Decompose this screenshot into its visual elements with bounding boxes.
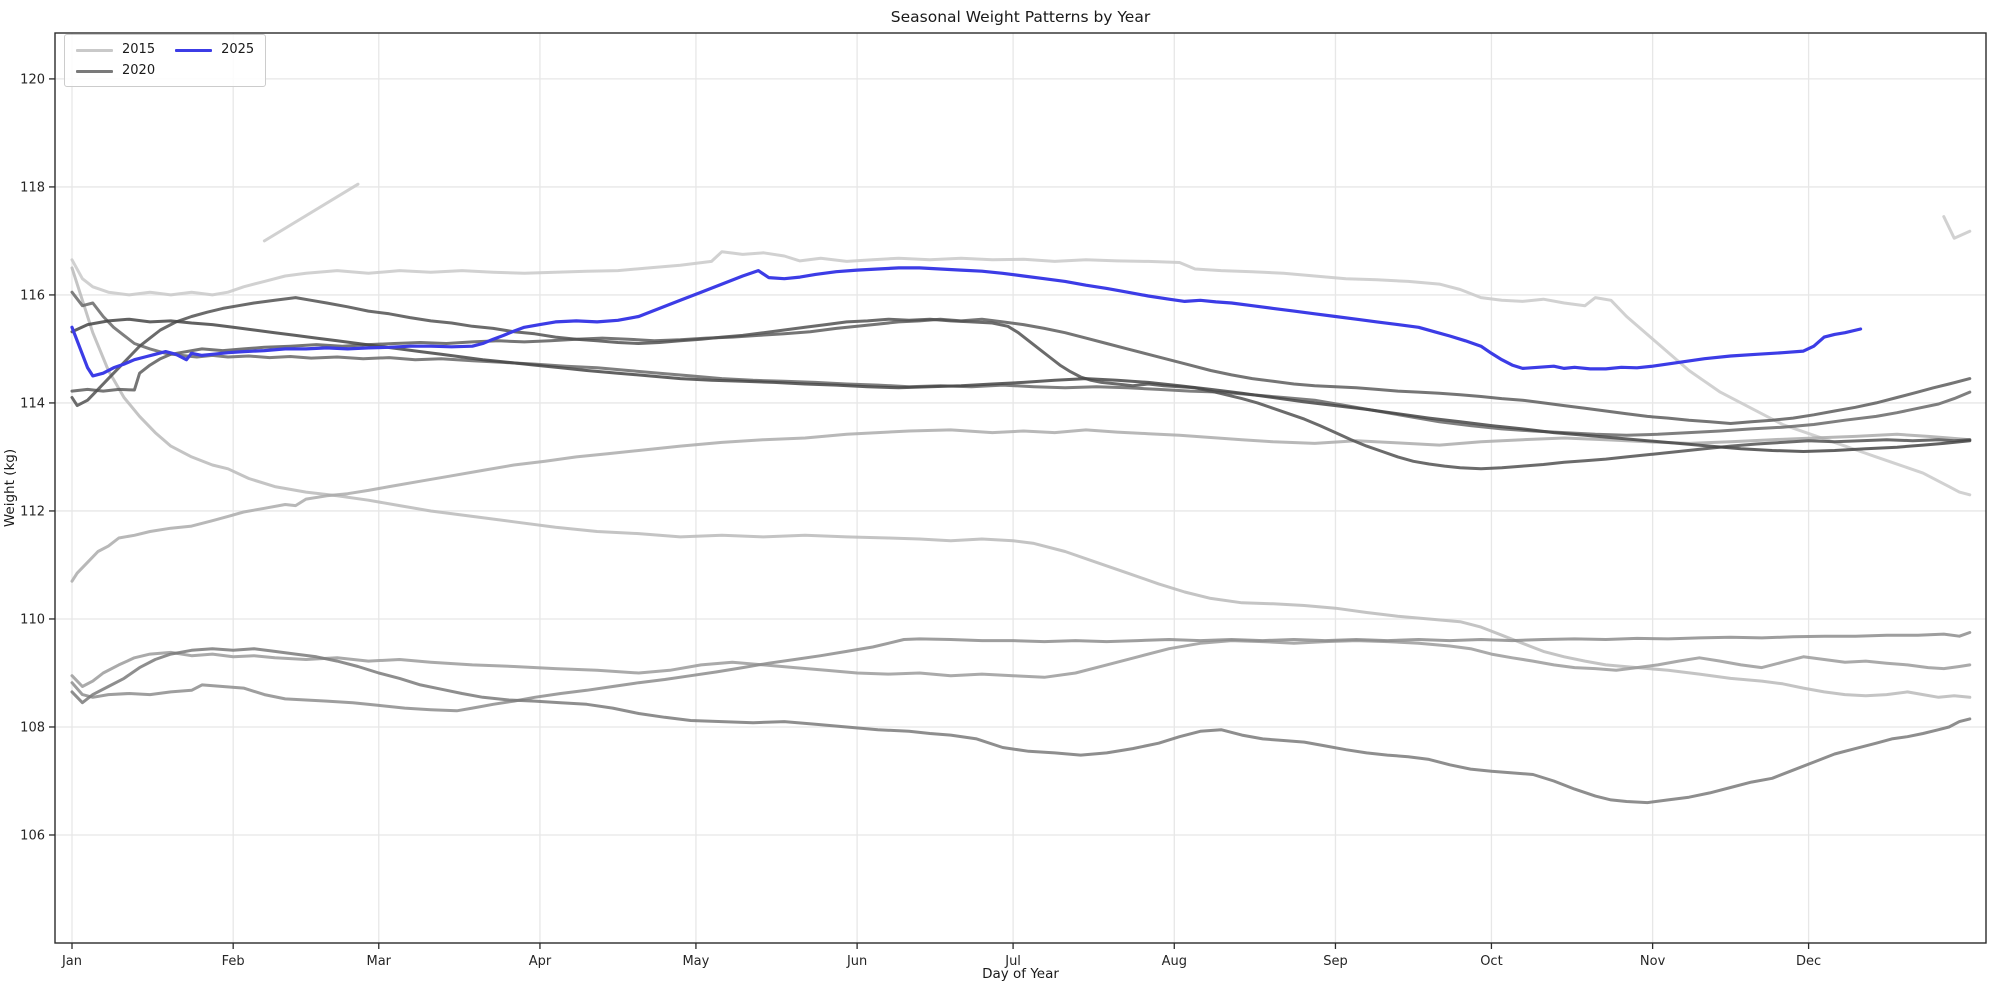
legend-entry-2015: 2015 (76, 43, 155, 57)
legend-label: 2025 (221, 42, 255, 57)
x-tick-label: Dec (1796, 954, 1821, 969)
y-tick-label: 110 (20, 612, 45, 627)
legend-line-sample (175, 48, 213, 52)
legend-line-sample (76, 48, 113, 52)
x-tick-label: Jul (1004, 954, 1021, 969)
y-tick-label: 108 (20, 720, 45, 735)
x-tick-label: Apr (529, 954, 552, 969)
legend-label: 2020 (122, 63, 156, 78)
y-tick-label: 114 (20, 396, 45, 411)
x-axis-label: Day of Year (982, 966, 1059, 982)
series-line-2019 (70, 631, 1972, 713)
x-tick-label: May (682, 954, 709, 969)
x-tick-label: Sep (1323, 954, 1348, 969)
legend-column-2: 2025 (175, 43, 254, 78)
series-line-2015-gap-segment-a (262, 182, 360, 243)
x-tick-label: Aug (1162, 954, 1187, 969)
legend: 2015 2020 2025 (64, 34, 267, 87)
y-tick-label: 106 (20, 828, 45, 843)
y-tick-label: 112 (20, 504, 45, 519)
series-line-2024 (70, 317, 1972, 453)
x-tick-label: Oct (1480, 954, 1502, 969)
series-line-2015 (70, 250, 1972, 497)
chart-title: Seasonal Weight Patterns by Year (890, 8, 1151, 26)
legend-column-1: 2015 2020 (76, 43, 155, 78)
x-tick-label: Feb (222, 954, 245, 969)
series-line-2015-gap-segment-b (1942, 215, 1972, 240)
series-line-2022 (70, 317, 1972, 425)
legend-label: 2015 (122, 42, 156, 57)
series-line-2017 (70, 428, 1972, 583)
legend-entry-2025: 2025 (175, 43, 254, 57)
y-tick-label: 116 (20, 288, 45, 303)
legend-line-sample (76, 69, 113, 73)
series-line-2025 (70, 266, 1863, 378)
y-tick-label: 120 (20, 72, 45, 87)
series-line-2018 (70, 639, 1972, 688)
axes-frame (54, 32, 1987, 944)
series-line-2023 (70, 296, 1972, 471)
x-tick-label: Jan (61, 954, 82, 969)
series-line-2021 (70, 290, 1972, 437)
x-tick-label: Jun (846, 954, 867, 969)
y-axis-label: Weight (kg) (2, 448, 18, 528)
series-line-2020 (70, 647, 1972, 805)
series-line-2016 (70, 266, 1972, 699)
legend-entry-2020: 2020 (76, 64, 155, 78)
y-tick-label: 118 (20, 180, 45, 195)
x-tick-label: Mar (367, 954, 392, 969)
x-tick-label: Nov (1640, 954, 1666, 969)
